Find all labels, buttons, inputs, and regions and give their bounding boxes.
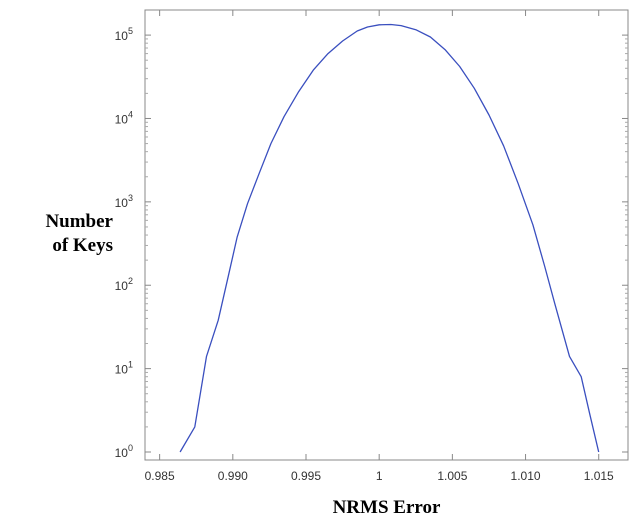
x-tick-label: 1.010 <box>511 469 541 483</box>
series-group <box>179 23 600 453</box>
x-tick-label: 1 <box>376 469 383 483</box>
y-axis: 100 101 102 103 104 105 <box>115 26 628 460</box>
plot-frame <box>144 9 629 461</box>
series-line <box>179 23 600 453</box>
y-tick-label: 101 <box>115 360 133 377</box>
x-tick-label: 0.985 <box>145 469 175 483</box>
x-axis-title: NRMS Error <box>333 497 441 518</box>
y-axis-title: Number of Keys <box>45 211 113 256</box>
y-tick-label: 104 <box>115 109 133 126</box>
x-tick-label: 0.990 <box>218 469 248 483</box>
x-tick-label: 0.995 <box>291 469 321 483</box>
y-tick-label: 105 <box>115 26 133 43</box>
y-tick-label: 100 <box>115 443 133 460</box>
y-tick-label: 103 <box>115 193 133 210</box>
x-tick-label: 1.015 <box>584 469 614 483</box>
y-tick-label: 102 <box>115 276 133 293</box>
y-axis-title-line: of Keys <box>52 235 113 256</box>
x-axis: 0.985 0.990 0.995 1 1.005 1.010 1.015 <box>145 10 614 483</box>
y-axis-title-line: Number <box>45 211 113 232</box>
x-tick-label: 1.005 <box>437 469 467 483</box>
